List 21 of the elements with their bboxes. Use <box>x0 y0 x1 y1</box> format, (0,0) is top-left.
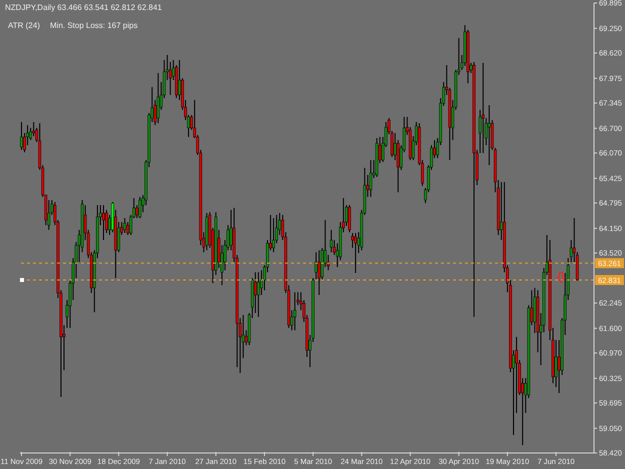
candlestick <box>482 62 485 154</box>
candlestick <box>102 204 105 241</box>
candlestick <box>330 229 333 253</box>
candlestick <box>138 196 142 219</box>
candlestick <box>369 160 372 198</box>
candlestick <box>20 122 23 150</box>
candlestick <box>156 72 160 124</box>
candlestick <box>254 272 257 314</box>
candlestick <box>32 122 36 137</box>
chart-title: NZDJPY,Daily 63.466 63.541 62.812 62.841 <box>5 3 162 13</box>
candlestick <box>256 272 260 318</box>
candlestick <box>123 218 126 234</box>
candlestick <box>348 204 351 233</box>
candlestick <box>318 250 321 296</box>
candlestick <box>488 104 491 166</box>
candlestick <box>314 252 318 281</box>
candlestick <box>354 232 357 274</box>
annotation: ATR (24) <box>8 21 40 31</box>
annotation: Min. Stop Loss: 167 pips <box>50 21 138 31</box>
candlestick <box>272 218 275 253</box>
candlestick <box>293 292 296 331</box>
